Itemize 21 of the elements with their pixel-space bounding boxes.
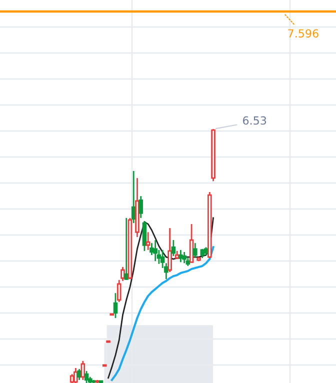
candlestick xyxy=(142,220,147,252)
candlestick xyxy=(80,360,86,381)
candlestick xyxy=(153,239,158,262)
candlestick xyxy=(120,266,125,282)
candlestick xyxy=(124,217,129,281)
text: 6.53 xyxy=(243,116,266,125)
candlestick xyxy=(160,249,165,269)
candlestick xyxy=(84,370,89,383)
candlestick xyxy=(138,195,143,219)
candlestick xyxy=(182,251,186,264)
candlestick xyxy=(193,242,198,259)
candlestick xyxy=(116,279,122,303)
candlestick xyxy=(113,292,118,319)
candlestick xyxy=(74,367,78,383)
text: 7.596 xyxy=(288,29,318,38)
candlestick xyxy=(178,249,183,263)
candlestick xyxy=(171,239,176,257)
candlestick xyxy=(189,223,194,263)
candlestick xyxy=(168,227,172,273)
candlestick xyxy=(146,231,150,251)
candlestick xyxy=(77,368,82,381)
